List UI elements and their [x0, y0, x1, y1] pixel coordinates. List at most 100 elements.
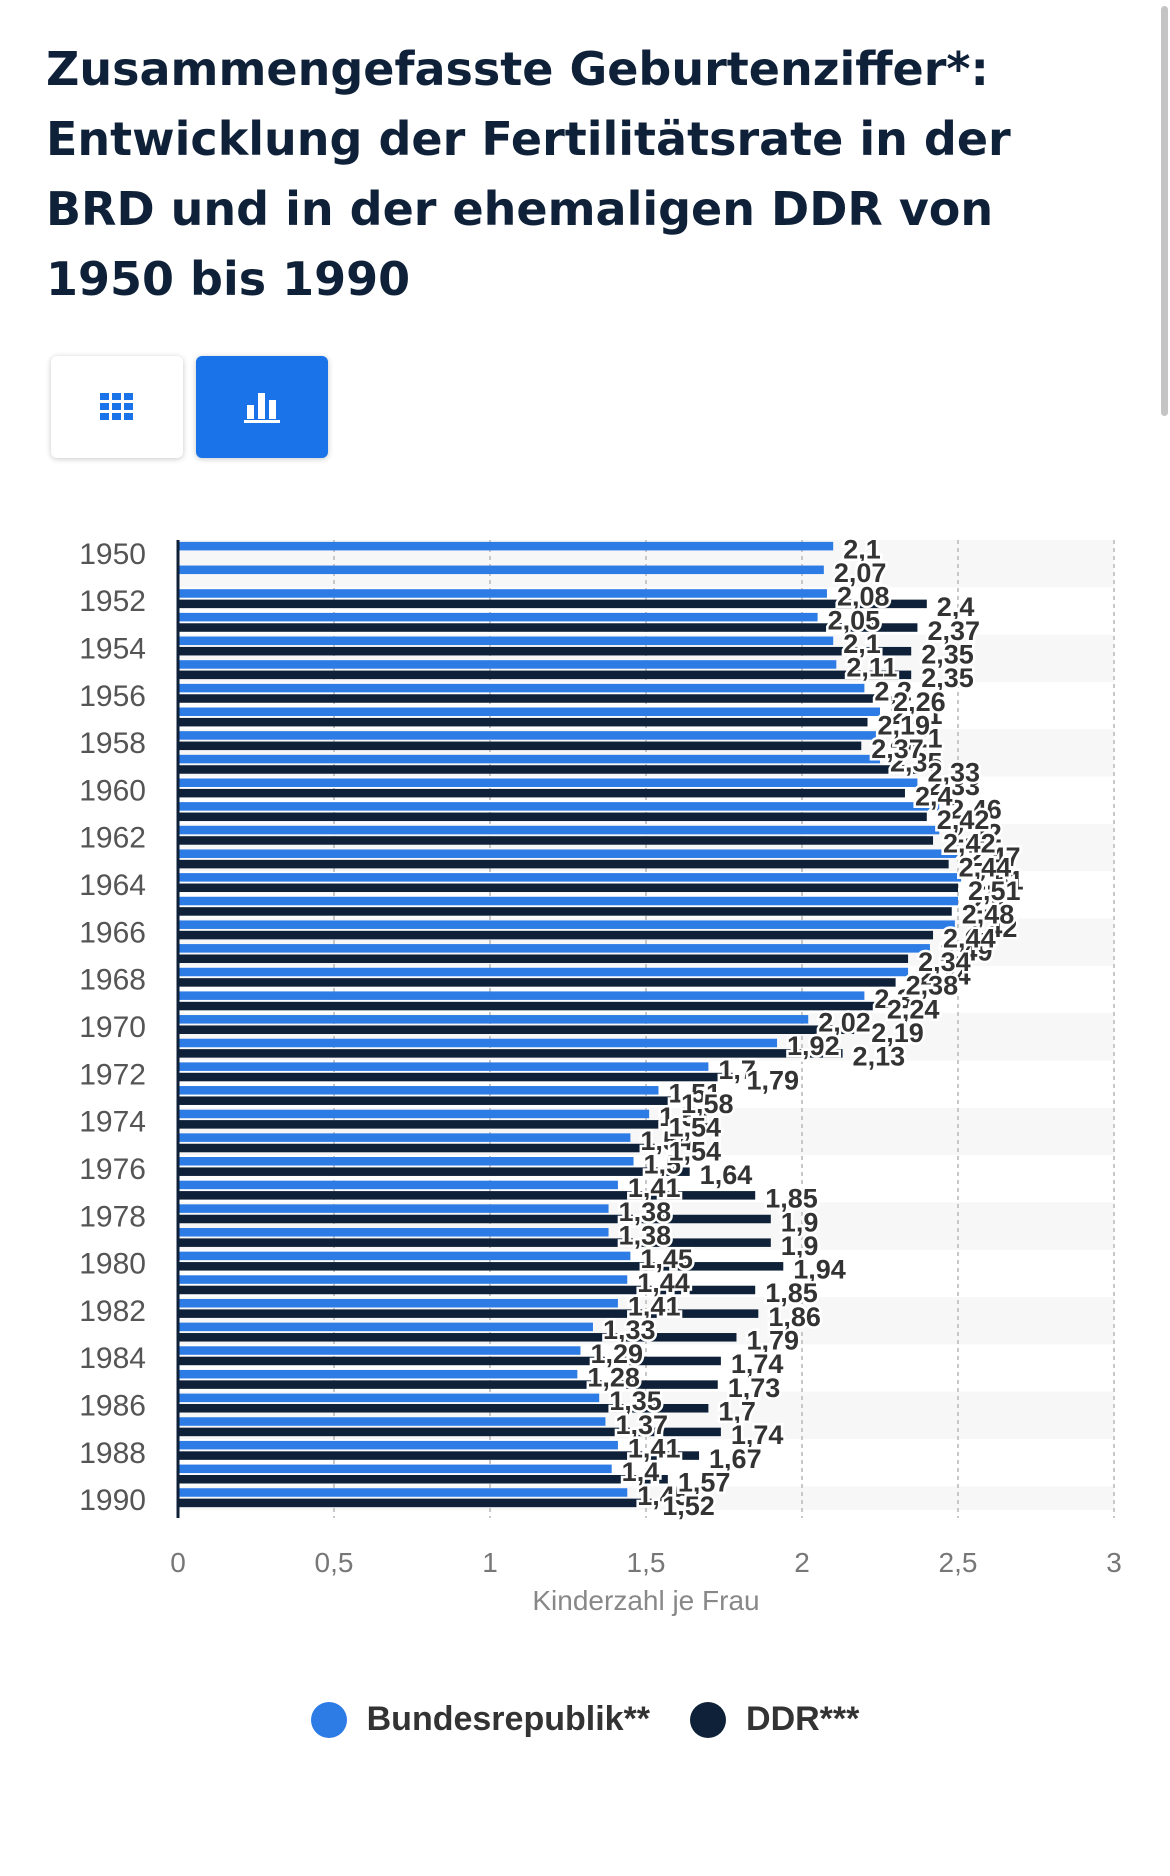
bar-brd [178, 683, 865, 693]
data-label-brd: 2,34 [918, 960, 971, 990]
bar-brd [178, 873, 962, 882]
data-label-brd: 2,11 [846, 653, 897, 683]
bar-ddr [178, 623, 918, 632]
bar-ddr [178, 930, 934, 940]
data-label-brd: 1,41 [628, 1433, 681, 1463]
y-tick-label: 1962 [79, 822, 146, 855]
legend-dot-brd [310, 1701, 347, 1738]
y-tick-label: 1950 [79, 538, 146, 571]
bar-ddr [178, 1025, 862, 1034]
data-label-brd: 2,21 [890, 700, 943, 730]
data-label-ddr: 2,42 [937, 805, 990, 835]
data-label-brd: 2,2 [874, 676, 912, 706]
data-label-brd: 1,29 [590, 1339, 643, 1369]
data-label-ddr: 2,33 [927, 758, 980, 788]
bar-brd [178, 707, 880, 717]
y-tick-label: 1968 [79, 964, 146, 997]
bar-ddr [178, 978, 896, 987]
bar-brd [178, 565, 824, 575]
scrollbar-thumb[interactable] [1161, 6, 1168, 416]
data-label-brd: 1,92 [787, 1031, 840, 1061]
fertility-bar-chart: 2,12,072,082,052,12,112,22,212,212,352,3… [79, 532, 1122, 1616]
legend-item-ddr[interactable]: DDR*** [690, 1700, 859, 1739]
bar-ddr [178, 1380, 718, 1389]
data-label-ddr: 2,42 [943, 829, 996, 859]
table-view-button[interactable] [51, 356, 183, 458]
data-label-brd: 1,4 [622, 1457, 660, 1487]
bar-brd [178, 1109, 650, 1119]
bar-ddr [178, 1356, 721, 1366]
bar-brd [178, 991, 865, 1000]
data-label-ddr: 1,86 [768, 1302, 821, 1332]
y-tick-label: 1974 [79, 1106, 146, 1139]
data-label-brd: 2,47 [968, 842, 1021, 872]
y-tick-label: 1984 [79, 1342, 146, 1375]
data-label-ddr: 2,35 [921, 663, 974, 693]
bar-brd [178, 1322, 593, 1332]
data-label-brd: 2,21 [890, 724, 943, 754]
chart-view-button[interactable] [196, 356, 328, 458]
bar-brd [178, 1038, 778, 1048]
bar-brd [178, 612, 818, 622]
y-tick-label: 1966 [79, 916, 146, 949]
data-label-ddr: 2,4 [937, 592, 975, 622]
bar-brd [178, 1464, 612, 1474]
data-label-ddr: 2,13 [853, 1042, 906, 1072]
y-tick-label: 1990 [79, 1484, 146, 1517]
bar-brd [178, 1393, 600, 1403]
x-tick-label: 2,5 [939, 1547, 978, 1578]
data-label-ddr: 1,9 [781, 1207, 819, 1237]
bar-brd [178, 1204, 609, 1213]
y-tick-label: 1982 [79, 1295, 146, 1328]
data-label-brd: 2,42 [949, 818, 1002, 848]
legend-item-brd[interactable]: Bundesrepublik** [310, 1700, 650, 1739]
bar-brd [178, 896, 958, 906]
bar-ddr [178, 883, 958, 893]
x-axis-label: Kinderzahl je Frau [532, 1585, 759, 1616]
bar-brd [178, 944, 930, 953]
y-tick-label: 1978 [79, 1200, 146, 1233]
y-tick-label: 1952 [79, 585, 146, 618]
bar-ddr [178, 1474, 668, 1484]
bar-ddr [178, 1238, 771, 1247]
grid-icon [100, 393, 133, 420]
bar-brd [178, 1440, 618, 1450]
data-label-brd: 1,38 [619, 1197, 672, 1227]
bar-ddr [178, 1427, 721, 1437]
data-label-brd: 2,49 [940, 937, 993, 967]
data-label-ddr: 1,79 [746, 1065, 799, 1095]
bar-ddr [178, 836, 934, 845]
bar-brd [178, 636, 834, 646]
bar-chart-icon [244, 393, 280, 423]
data-label-brd: 1,5 [644, 1150, 682, 1180]
data-label-ddr: 1,67 [709, 1444, 762, 1474]
bar-ddr [178, 670, 912, 680]
bar-brd [178, 1251, 631, 1261]
bar-ddr [178, 599, 927, 609]
x-tick-label: 1 [482, 1547, 498, 1578]
data-label-ddr: 2,37 [927, 616, 980, 646]
bar-ddr [178, 717, 868, 727]
y-tick-label: 1988 [79, 1437, 146, 1470]
data-label-brd: 2,5 [968, 889, 1006, 919]
bar-ddr [178, 812, 927, 822]
bar-ddr [178, 788, 905, 798]
data-label-brd: 1,38 [619, 1221, 672, 1251]
bar-brd [178, 1227, 609, 1237]
bar-brd [178, 1346, 581, 1355]
data-label-brd: 2,1 [843, 534, 881, 564]
bar-brd [178, 1086, 659, 1095]
page-scrollbar[interactable] [1160, 0, 1170, 420]
data-label-brd: 2,02 [818, 1008, 871, 1038]
data-label-ddr: 1,74 [731, 1349, 784, 1379]
data-label-brd: 2,1 [843, 629, 881, 659]
x-tick-label: 0 [170, 1547, 186, 1578]
bar-ddr [178, 954, 909, 964]
data-label-brd: 1,28 [587, 1362, 640, 1392]
data-label-brd: 1,41 [628, 1173, 681, 1203]
bar-ddr [178, 1451, 700, 1460]
data-label-ddr: 2,51 [968, 876, 1021, 906]
data-label-ddr: 1,52 [662, 1491, 715, 1521]
data-label-ddr: 2,19 [878, 710, 931, 740]
data-label-ddr: 2,35 [921, 639, 974, 669]
